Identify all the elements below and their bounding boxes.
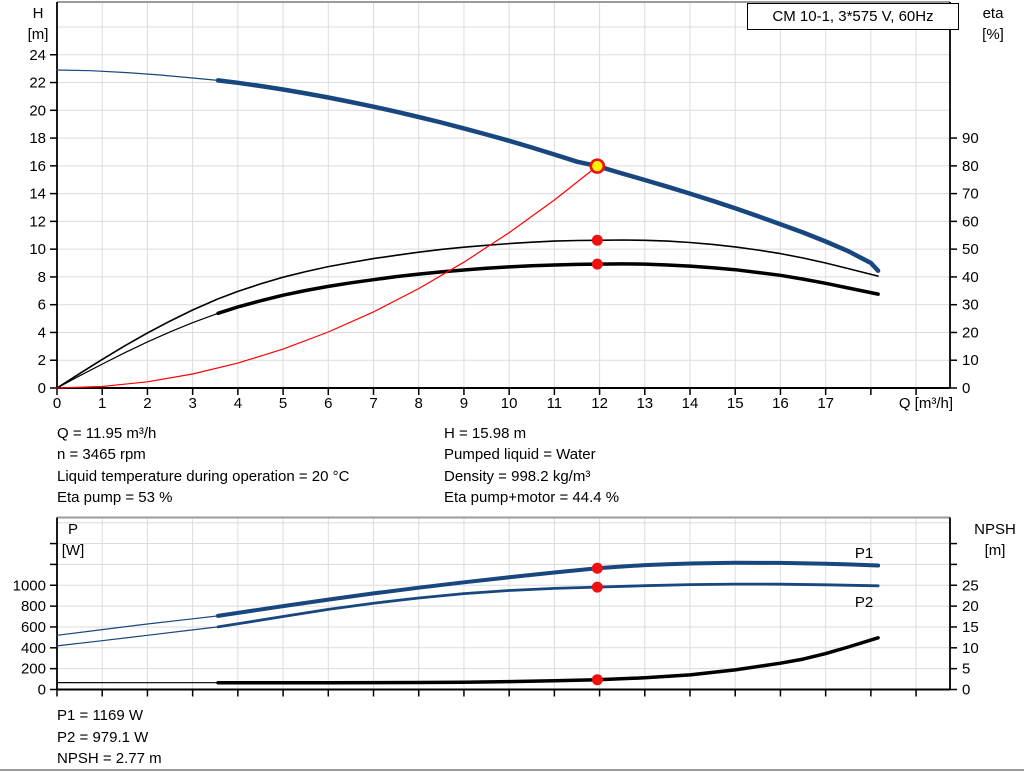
p2-value: P2 = 979.1 W <box>57 728 149 746</box>
duty-info-right: H = 15.98 m Pumped liquid = Water Densit… <box>444 423 619 508</box>
x-tick-label: 16 <box>772 395 789 412</box>
npsh-value: NPSH = 2.77 m <box>57 750 162 767</box>
p1-below-min-flow <box>56 615 219 636</box>
left-tick-label: 16 <box>29 158 46 175</box>
duty-info-left: Q = 11.95 m³/h n = 3465 rpm Liquid tempe… <box>57 423 349 508</box>
x-tick-label: 1 <box>98 395 106 412</box>
qh-curve-below-min-flow <box>56 69 219 82</box>
right-tick-label: 30 <box>962 297 979 314</box>
x-tick-label: 9 <box>460 395 468 412</box>
left-tick-label: 200 <box>21 661 46 678</box>
eta-pump-motor-value: Eta pump+motor = 44.4 % <box>444 488 620 506</box>
right-tick-label: 0 <box>962 682 970 699</box>
x-tick-label: 3 <box>188 395 196 412</box>
left-tick-label: 6 <box>38 297 46 314</box>
eta-pump-motor-curve <box>216 262 880 316</box>
right-tick-label: 70 <box>962 186 979 203</box>
x-tick-label: 13 <box>636 395 653 412</box>
right-tick-label: 90 <box>962 130 979 147</box>
q-axis-label: Q [m³/h] <box>898 395 953 412</box>
x-tick-label: 12 <box>591 395 608 412</box>
left-tick-label: 14 <box>29 186 46 203</box>
x-tick-label: 4 <box>234 395 242 412</box>
right-tick-label: 60 <box>962 213 979 230</box>
npsh-curve <box>216 636 880 685</box>
right-tick-label: 50 <box>962 241 979 258</box>
qh-curve <box>215 78 881 273</box>
x-tick-label: 0 <box>53 395 61 412</box>
x-tick-label: 15 <box>727 395 744 412</box>
p1-value: P1 = 1169 W <box>57 707 144 724</box>
right-tick-label: 5 <box>962 661 970 678</box>
system-curve <box>56 165 598 389</box>
eta-pump-motor-marker <box>591 258 603 270</box>
curve-label-p2: P2 <box>855 594 873 611</box>
right-tick-label: 0 <box>962 380 970 397</box>
left-tick-label: 400 <box>21 640 46 657</box>
eta-pump-curve <box>56 239 879 389</box>
p-axis-label: P [W] <box>61 521 85 559</box>
p2-marker <box>591 581 603 593</box>
right-tick-label: 20 <box>962 598 979 615</box>
p2-curve <box>216 582 880 629</box>
power-info: P1 = 1169 W P2 = 979.1 W NPSH = 2.77 m <box>57 705 162 770</box>
pumped-liquid-value: Pumped liquid = Water <box>444 446 596 464</box>
left-tick-label: 0 <box>38 682 46 699</box>
bottom-border-line <box>0 769 1024 771</box>
h-axis-label: H [m] <box>27 5 49 43</box>
left-tick-label: 24 <box>29 47 46 64</box>
p2-below-min-flow <box>56 626 219 647</box>
x-tick-label: 7 <box>369 395 377 412</box>
right-tick-label: 40 <box>962 269 979 286</box>
left-tick-label: 20 <box>29 102 46 119</box>
left-tick-label: 4 <box>38 324 46 341</box>
x-tick-label: 6 <box>324 395 332 412</box>
left-tick-label: 1000 <box>13 577 46 594</box>
x-tick-label: 5 <box>279 395 287 412</box>
left-tick-label: 22 <box>29 75 46 92</box>
right-tick-label: 80 <box>962 158 979 175</box>
left-tick-label: 800 <box>21 598 46 615</box>
left-tick-label: 12 <box>29 213 46 230</box>
left-tick-label: 18 <box>29 130 46 147</box>
right-tick-label: 10 <box>962 352 979 369</box>
speed-value: n = 3465 rpm <box>57 446 146 464</box>
npsh-marker <box>591 674 603 686</box>
x-tick-label: 8 <box>415 395 423 412</box>
density-value: Density = 998.2 kg/m³ <box>444 467 591 485</box>
right-tick-label: 20 <box>962 324 979 341</box>
h-value: H = 15.98 m <box>444 425 527 442</box>
left-tick-label: 8 <box>38 269 46 286</box>
x-tick-label: 11 <box>547 395 563 412</box>
right-tick-label: 10 <box>962 640 979 657</box>
p1-marker <box>591 562 603 574</box>
pump-model-title: CM 10-1, 3*575 V, 60Hz <box>747 3 959 30</box>
liquid-temperature-value: Liquid temperature during operation = 20… <box>57 467 350 485</box>
x-tick-label: 17 <box>817 395 834 412</box>
eta-pump-motor-below-min-flow <box>56 312 219 389</box>
x-tick-label: 2 <box>143 395 151 412</box>
curve-label-p1: P1 <box>855 545 873 562</box>
x-tick-label: 14 <box>682 395 699 412</box>
left-tick-label: 2 <box>38 352 46 369</box>
eta-axis-label: eta [%] <box>982 5 1004 43</box>
eta-pump-value: Eta pump = 53 % <box>57 488 173 506</box>
right-tick-label: 25 <box>962 577 979 594</box>
left-tick-label: 0 <box>38 380 46 397</box>
left-tick-label: 10 <box>29 241 46 258</box>
right-tick-label: 15 <box>962 619 979 636</box>
left-tick-label: 600 <box>21 619 46 636</box>
q-value: Q = 11.95 m³/h <box>57 425 157 442</box>
duty-point-marker <box>589 158 606 174</box>
x-tick-label: 10 <box>501 395 518 412</box>
npsh-axis-label: NPSH [m] <box>974 521 1016 559</box>
eta-pump-marker <box>591 234 603 246</box>
